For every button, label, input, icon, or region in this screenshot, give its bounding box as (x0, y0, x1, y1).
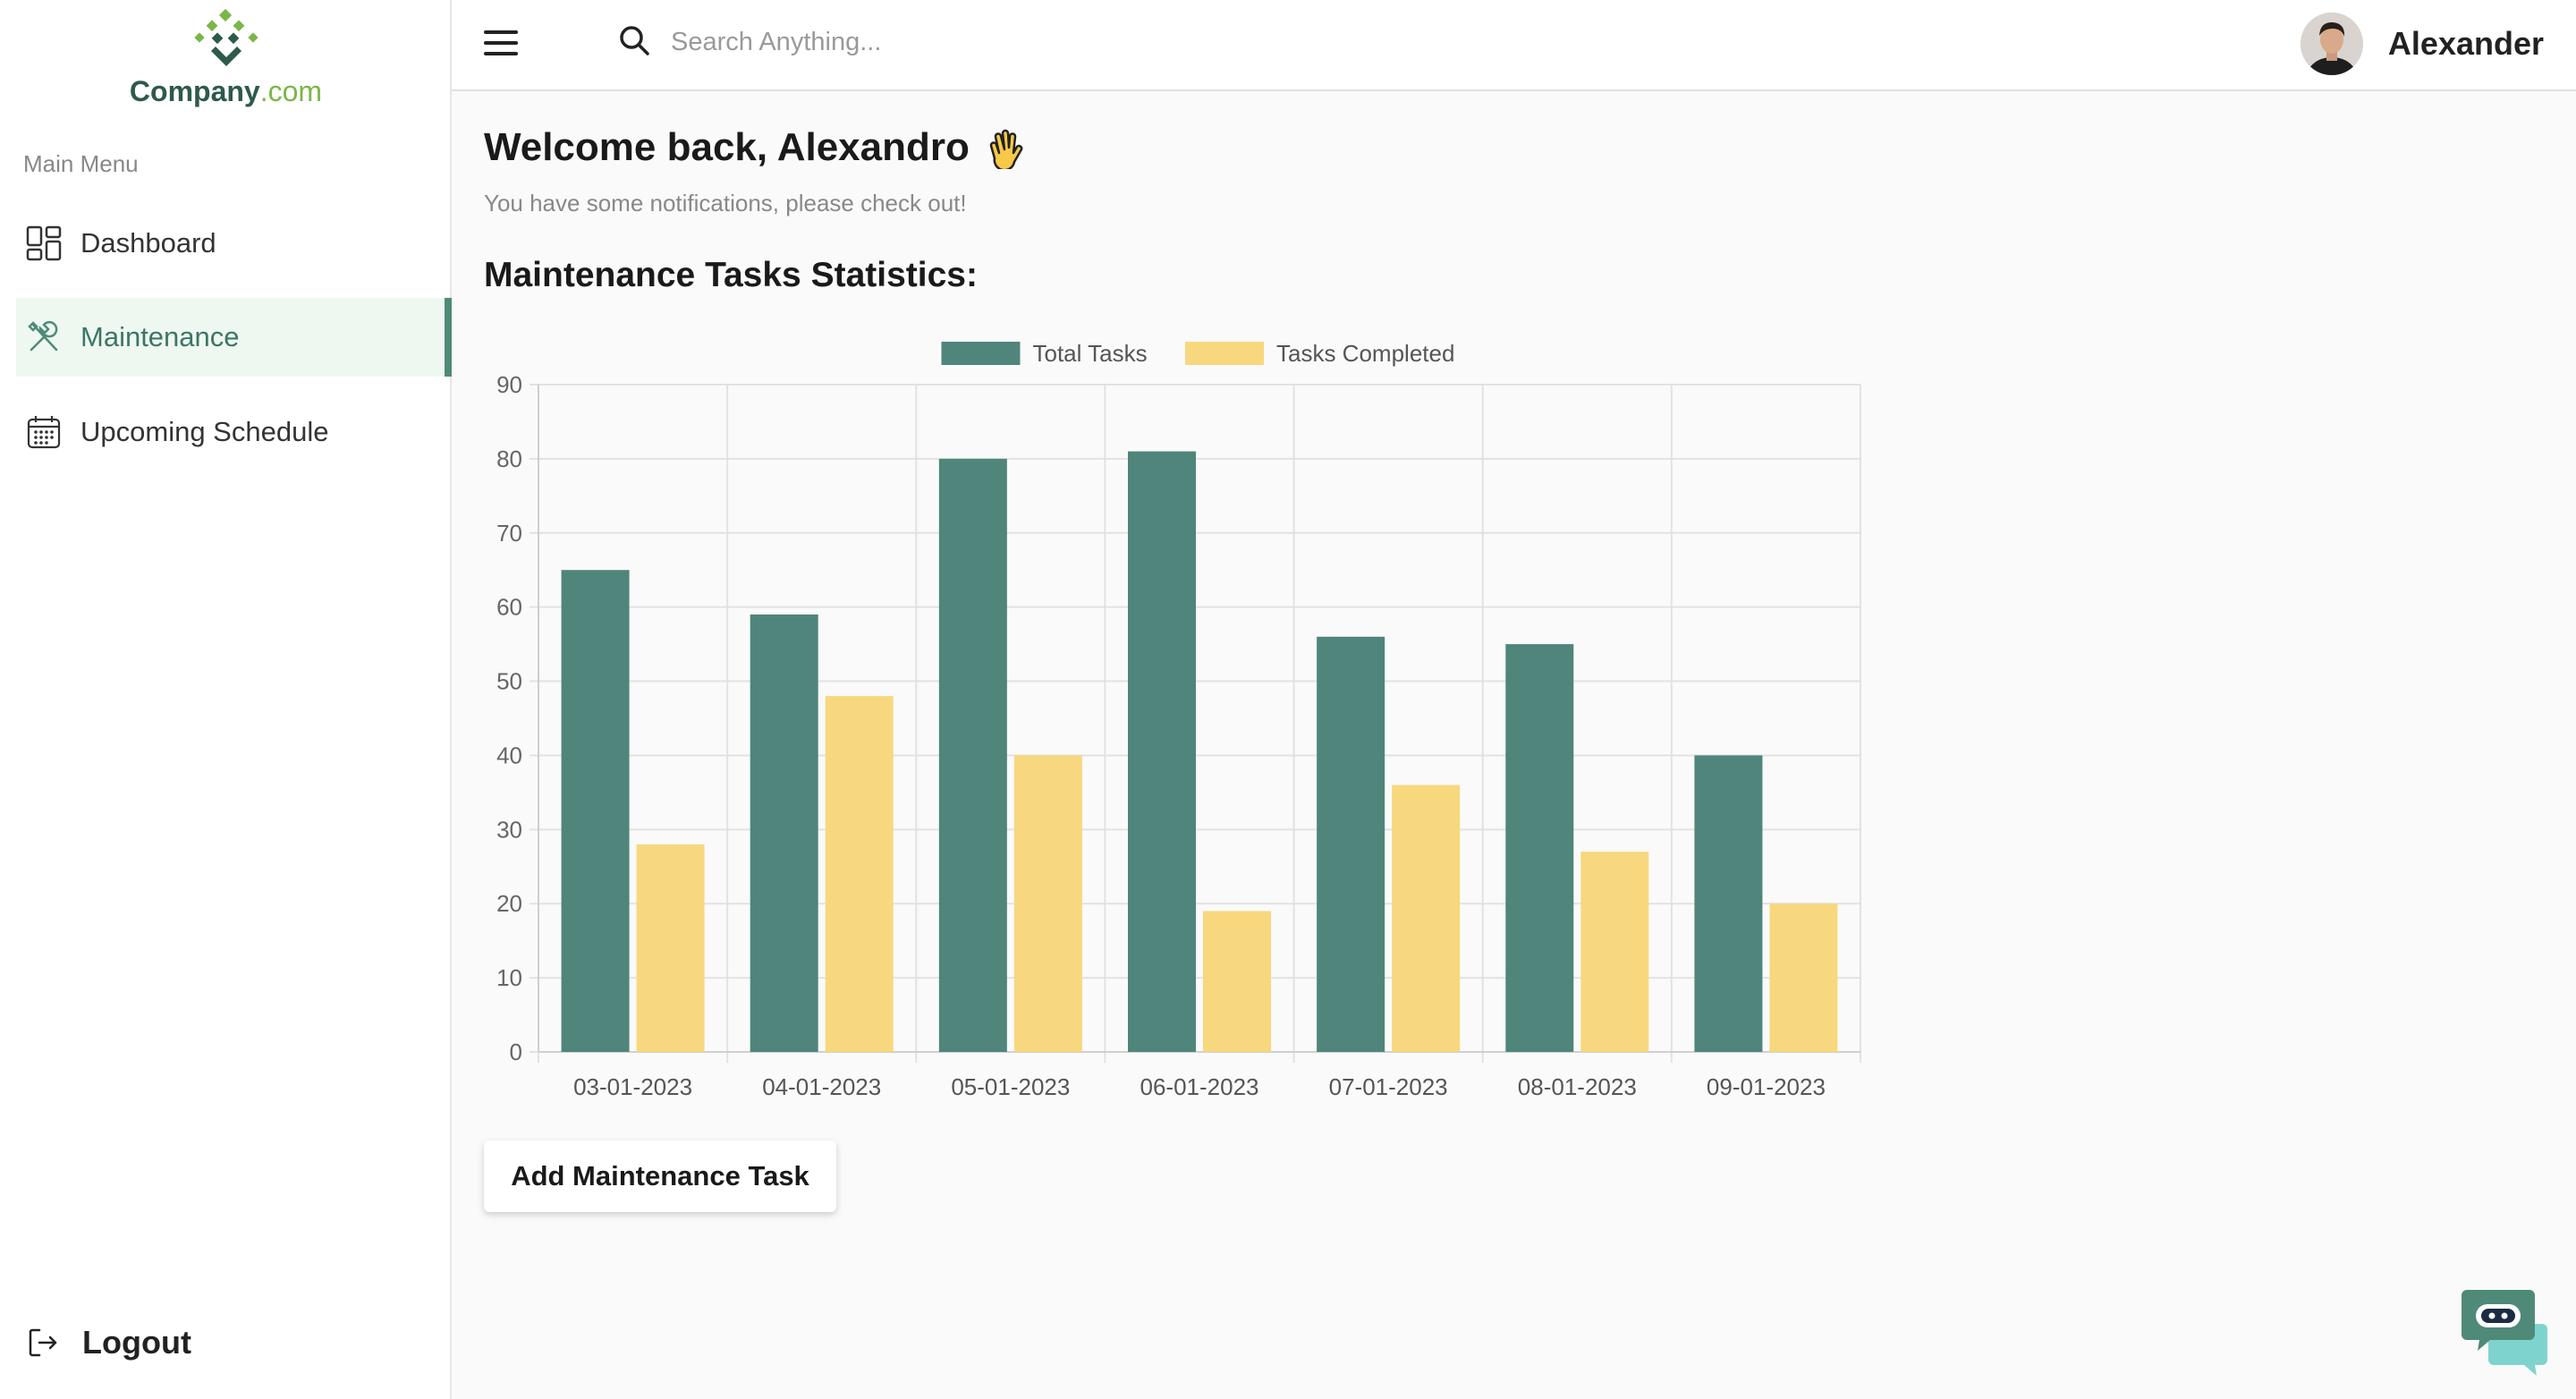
sidebar-item-label: Upcoming Schedule (80, 416, 329, 447)
x-tick-label: 06-01-2023 (1140, 1073, 1259, 1100)
logout-button[interactable]: Logout (27, 1324, 191, 1361)
y-tick-label: 50 (496, 668, 522, 695)
logo-domain: .com (259, 75, 323, 107)
x-tick-label: 07-01-2023 (1329, 1073, 1448, 1100)
sidebar-item-dashboard[interactable]: Dashboard (16, 204, 452, 283)
chatbot-icon (2462, 1290, 2547, 1376)
logo-mark-icon (193, 9, 258, 66)
logout-icon (27, 1327, 59, 1359)
main-menu-title: Main Menu (23, 150, 139, 177)
section-title: Maintenance Tasks Statistics: (484, 256, 978, 294)
page-title: Welcome back, Alexandro (484, 125, 1027, 170)
bar-total-tasks (1694, 755, 1763, 1052)
bar-total-tasks (938, 458, 1007, 1052)
y-tick-label: 70 (496, 520, 522, 547)
y-tick-label: 0 (510, 1039, 522, 1065)
avatar[interactable] (2300, 13, 2363, 75)
calendar-icon (25, 413, 63, 451)
bar-total-tasks (750, 614, 818, 1052)
x-tick-label: 08-01-2023 (1518, 1073, 1637, 1100)
bar-tasks-completed (1392, 784, 1461, 1052)
logo-name: Company (129, 75, 260, 107)
legend-swatch (941, 342, 1021, 365)
bar-total-tasks (561, 570, 630, 1052)
company-logo[interactable]: Company.com (0, 9, 452, 116)
y-tick-label: 90 (496, 371, 522, 398)
user-name: Alexander (2387, 25, 2544, 62)
bar-tasks-completed (1203, 911, 1271, 1052)
y-tick-label: 20 (496, 890, 522, 917)
sidebar-item-maintenance[interactable]: Maintenance (16, 298, 452, 377)
bar-tasks-completed (1769, 903, 1838, 1052)
search-input[interactable] (671, 28, 1118, 57)
logout-label: Logout (82, 1324, 191, 1361)
bar-total-tasks (1505, 644, 1574, 1052)
y-tick-label: 30 (496, 816, 522, 843)
maintenance-bar-chart: 0 10 20 30 40 50 60 70 80 90 03-01-2023 04-01-2023 0… (474, 331, 1869, 1118)
sidebar-item-upcoming-schedule[interactable]: Upcoming Schedule (16, 393, 452, 471)
bar-tasks-completed (825, 696, 894, 1052)
top-header: Alexander (452, 0, 2576, 91)
x-tick-label: 04-01-2023 (762, 1073, 881, 1100)
y-tick-label: 10 (496, 964, 522, 991)
y-tick-label: 60 (496, 594, 522, 621)
bar-total-tasks (1128, 451, 1196, 1053)
sidebar-item-label: Maintenance (80, 321, 240, 352)
bar-total-tasks (1317, 636, 1385, 1052)
legend-label: Tasks Completed (1276, 340, 1454, 367)
welcome-text: Welcome back, Alexandro (484, 125, 970, 169)
x-tick-label: 05-01-2023 (951, 1073, 1070, 1100)
bar-tasks-completed (636, 844, 705, 1052)
menu-toggle-button[interactable] (484, 30, 518, 59)
dashboard-icon (25, 225, 63, 262)
x-tick-label: 03-01-2023 (573, 1073, 692, 1100)
add-maintenance-task-button[interactable]: Add Maintenance Task (484, 1140, 836, 1212)
y-tick-label: 40 (496, 742, 522, 768)
bar-tasks-completed (1580, 852, 1649, 1052)
sidebar: Company.com Main Menu Dashboard Maintena… (0, 0, 452, 1399)
chatbot-button[interactable] (2460, 1288, 2549, 1378)
x-tick-label: 09-01-2023 (1707, 1073, 1826, 1100)
search-icon[interactable] (617, 23, 651, 62)
legend-label: Total Tasks (1033, 340, 1148, 367)
legend-swatch (1185, 342, 1264, 365)
tools-icon (25, 318, 63, 356)
chart-canvas: 0 10 20 30 40 50 60 70 80 90 03-01-2023 04-01-2023 0… (496, 340, 1861, 1100)
sidebar-item-label: Dashboard (80, 227, 216, 259)
user-profile[interactable]: Alexander (2300, 13, 2544, 75)
waving-hand-icon (984, 126, 1027, 169)
search-bar (617, 23, 1118, 62)
notification-subtitle: You have some notifications, please chec… (484, 190, 967, 216)
bar-tasks-completed (1013, 755, 1082, 1052)
y-tick-label: 80 (496, 445, 522, 472)
